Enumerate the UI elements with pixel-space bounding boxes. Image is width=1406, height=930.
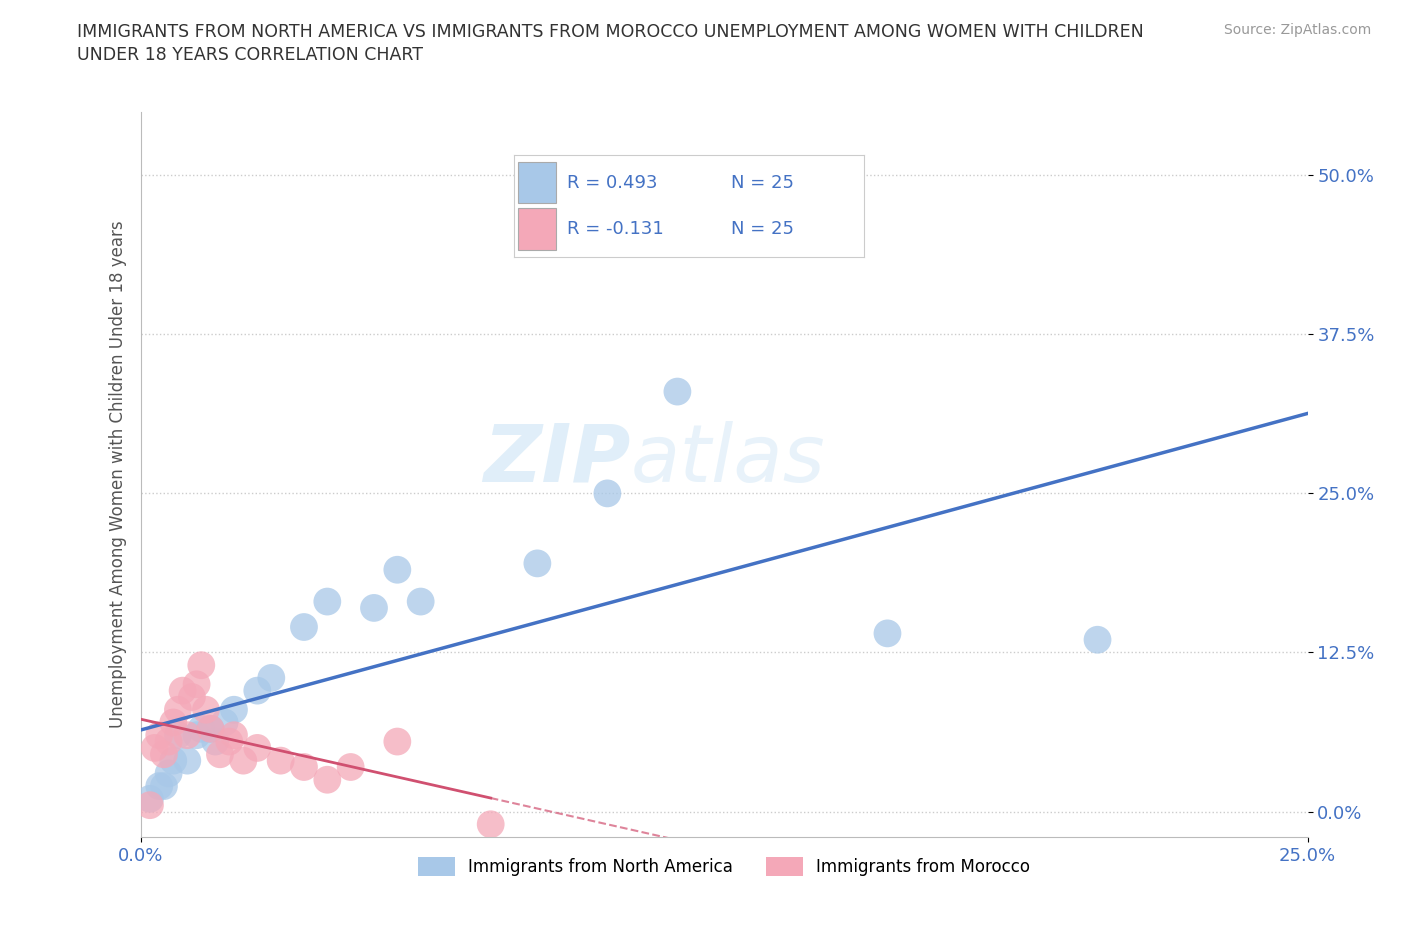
Point — [218, 734, 240, 749]
Point — [148, 778, 170, 793]
Point — [339, 760, 361, 775]
Point — [204, 734, 226, 749]
Text: ZIP: ZIP — [484, 420, 631, 498]
Point — [208, 747, 231, 762]
Y-axis label: Unemployment Among Women with Children Under 18 years: Unemployment Among Women with Children U… — [108, 220, 127, 728]
Text: atlas: atlas — [631, 420, 825, 498]
Point — [270, 753, 292, 768]
Point — [162, 753, 184, 768]
Point — [200, 722, 222, 737]
Point — [153, 778, 176, 793]
Point — [409, 594, 432, 609]
Point — [172, 684, 194, 698]
Point — [176, 728, 198, 743]
Point — [143, 740, 166, 755]
Point — [190, 722, 212, 737]
Text: Source: ZipAtlas.com: Source: ZipAtlas.com — [1223, 23, 1371, 37]
Point — [139, 791, 162, 806]
Point — [162, 715, 184, 730]
Point — [157, 734, 180, 749]
Point — [479, 817, 502, 831]
Point — [176, 753, 198, 768]
Point — [214, 715, 236, 730]
Point — [200, 722, 222, 737]
Point — [232, 753, 254, 768]
Point — [186, 677, 208, 692]
Point — [153, 747, 176, 762]
Point — [246, 740, 269, 755]
Point — [148, 728, 170, 743]
Point — [157, 766, 180, 781]
Point — [139, 798, 162, 813]
Point — [194, 702, 217, 717]
Point — [316, 772, 339, 787]
Point — [316, 594, 339, 609]
Point — [526, 556, 548, 571]
Point — [181, 689, 204, 704]
Point — [222, 702, 245, 717]
Point — [190, 658, 212, 672]
Point — [167, 728, 190, 743]
Text: IMMIGRANTS FROM NORTH AMERICA VS IMMIGRANTS FROM MOROCCO UNEMPLOYMENT AMONG WOME: IMMIGRANTS FROM NORTH AMERICA VS IMMIGRA… — [77, 23, 1144, 41]
Point — [876, 626, 898, 641]
Point — [666, 384, 689, 399]
Point — [363, 601, 385, 616]
Point — [292, 619, 315, 634]
Point — [222, 728, 245, 743]
Point — [260, 671, 283, 685]
Point — [387, 734, 409, 749]
Point — [167, 702, 190, 717]
Legend: Immigrants from North America, Immigrants from Morocco: Immigrants from North America, Immigrant… — [412, 851, 1036, 884]
Point — [596, 486, 619, 501]
Point — [292, 760, 315, 775]
Point — [1087, 632, 1109, 647]
Point — [246, 684, 269, 698]
Point — [186, 728, 208, 743]
Text: UNDER 18 YEARS CORRELATION CHART: UNDER 18 YEARS CORRELATION CHART — [77, 46, 423, 64]
Point — [387, 563, 409, 578]
